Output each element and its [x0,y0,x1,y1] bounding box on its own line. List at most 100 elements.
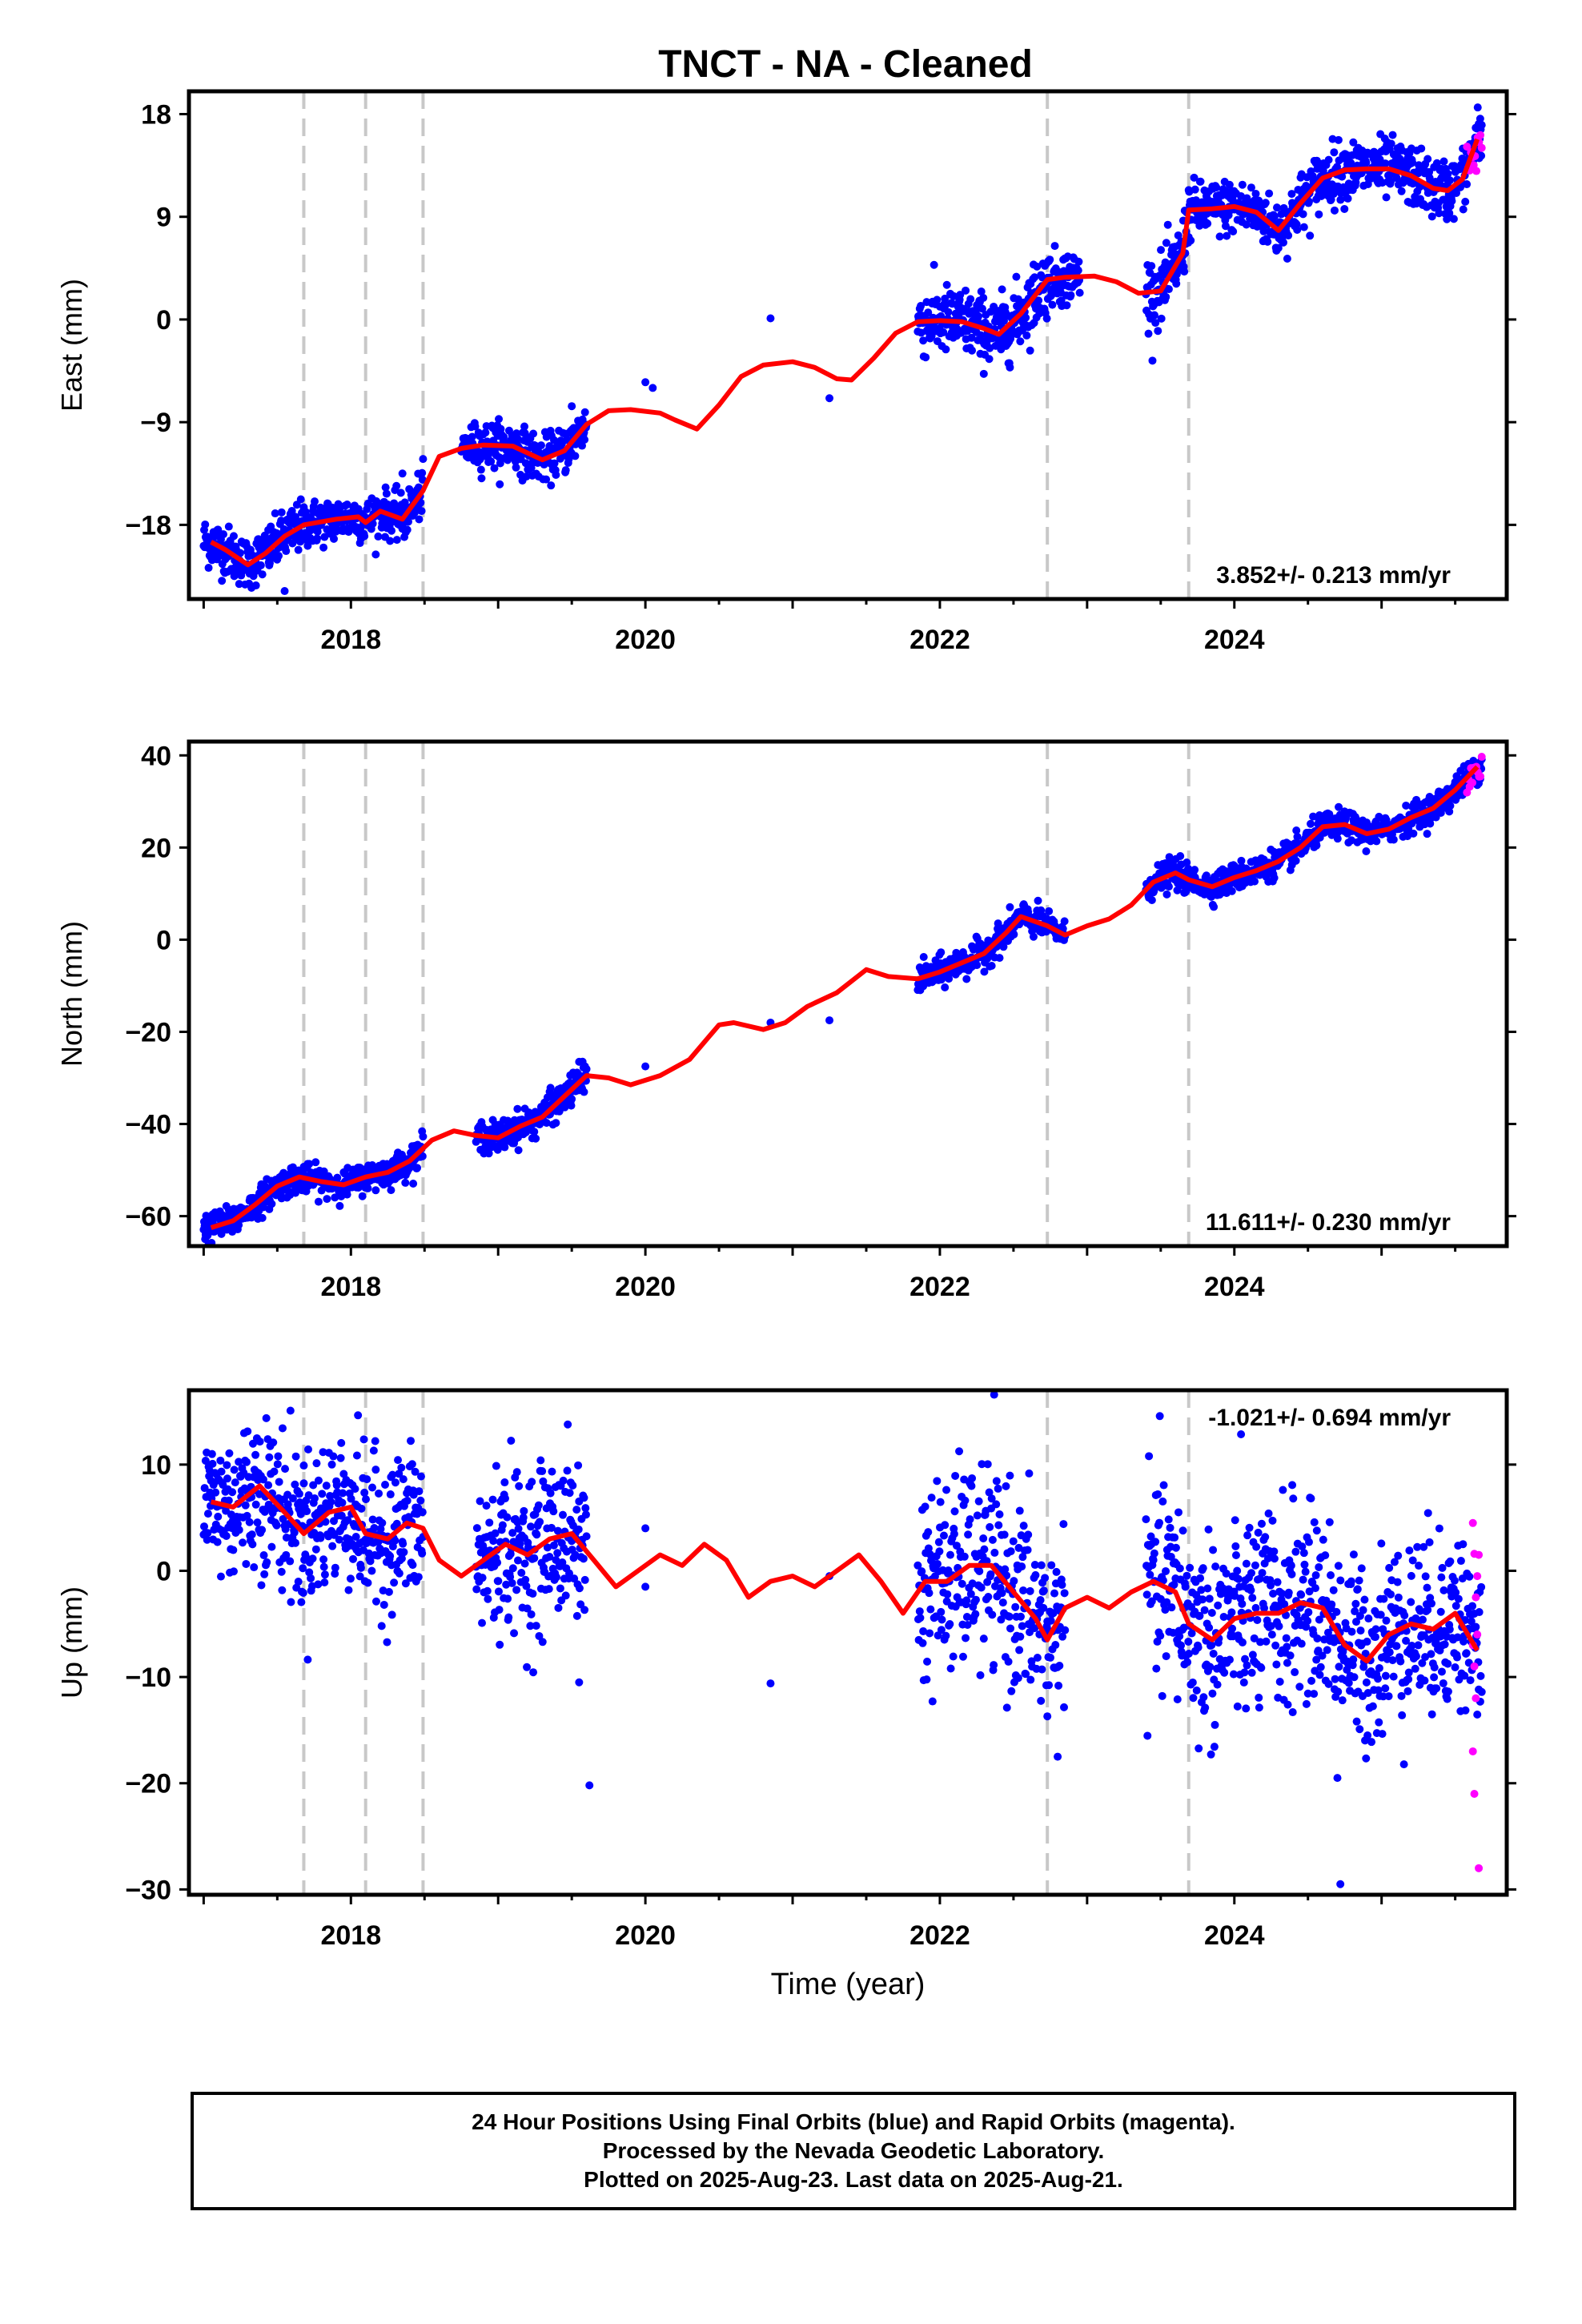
data-point [1201,1703,1210,1712]
data-point [1038,1665,1046,1674]
data-point [1002,1703,1011,1712]
data-point [1005,1612,1014,1621]
data-point [1330,148,1339,157]
data-point [516,1539,524,1548]
data-point [204,564,213,573]
data-point [243,1511,251,1520]
data-point [408,1460,416,1469]
data-point [536,441,545,450]
data-point [956,291,965,300]
data-point [1325,1518,1334,1526]
data-point [484,1594,492,1603]
data-point [1324,1679,1333,1688]
data-point [1210,1743,1219,1751]
data-point [478,1574,487,1582]
data-point [1311,1571,1320,1580]
data-point [1387,177,1395,186]
data-point [545,1088,554,1096]
data-point [1215,232,1224,241]
data-point [1242,1559,1251,1568]
data-point [413,1164,422,1172]
data-point [327,1498,335,1506]
data-point [1310,1690,1319,1699]
data-point [1219,1612,1228,1621]
data-point [1299,223,1308,231]
data-point [225,1449,234,1458]
data-point [329,1452,338,1461]
data-point [1274,243,1283,252]
data-point [295,1490,303,1498]
data-point [939,1531,948,1540]
data-point [1183,1658,1192,1667]
data-point [917,301,926,310]
data-point [976,1671,985,1679]
data-point [648,384,657,392]
data-point [962,1634,970,1642]
data-point [515,1482,524,1490]
data-point [568,402,576,411]
data-point [1371,1625,1380,1634]
data-point [1267,1630,1276,1639]
data-point [418,1508,427,1517]
data-point [1387,139,1395,148]
data-point [1157,314,1166,323]
data-point [382,489,391,498]
data-point [303,1445,312,1454]
data-point [1287,1561,1295,1570]
data-point [977,287,986,296]
data-point [1260,1604,1269,1613]
data-point [387,1610,396,1619]
data-point [1355,1576,1363,1585]
data-point [1247,183,1255,192]
north-rate-label: 11.611+/- 0.230 mm/yr [1206,1209,1451,1236]
data-point [1048,300,1057,309]
data-point [990,1390,998,1399]
data-point [223,1461,231,1470]
data-point [524,1543,532,1552]
data-point [213,1538,222,1546]
data-point [1307,819,1315,828]
data-point [1301,1567,1310,1576]
data-point [994,919,1002,928]
data-point [998,285,1006,294]
data-point [944,308,953,316]
data-point [1283,1659,1291,1667]
y-tick-label: −18 [125,510,171,541]
data-point [271,509,279,518]
data-point [532,1622,540,1630]
data-point [495,1606,504,1614]
data-point [493,1558,502,1567]
data-point [222,1531,231,1540]
data-point [211,1488,220,1497]
data-point [556,1584,564,1593]
data-point [963,1620,972,1629]
data-point [1018,1622,1026,1630]
data-point [299,1479,308,1488]
data-point [641,1062,650,1071]
data-point [532,1530,541,1539]
data-point [971,1610,980,1618]
y-tick-label: −20 [125,1017,171,1047]
data-point [994,1521,1003,1530]
data-point [528,1478,536,1486]
data-point [1334,1687,1343,1696]
data-point [1196,1574,1205,1582]
data-point [253,1518,262,1527]
data-point [1214,1601,1223,1610]
data-point [977,331,986,340]
data-point [1476,115,1484,123]
data-point [1146,1570,1154,1579]
data-point [946,1619,954,1628]
data-point [1251,189,1260,198]
data-point [550,459,559,468]
data-point [1022,1670,1030,1679]
data-point [1349,1550,1358,1559]
data-point [1016,337,1025,346]
data-point [384,1587,393,1596]
data-point [942,280,951,289]
data-point [1307,1494,1315,1503]
data-point [335,1201,344,1210]
data-point [561,1591,570,1600]
data-point [294,1578,303,1586]
data-point [1166,1552,1175,1561]
